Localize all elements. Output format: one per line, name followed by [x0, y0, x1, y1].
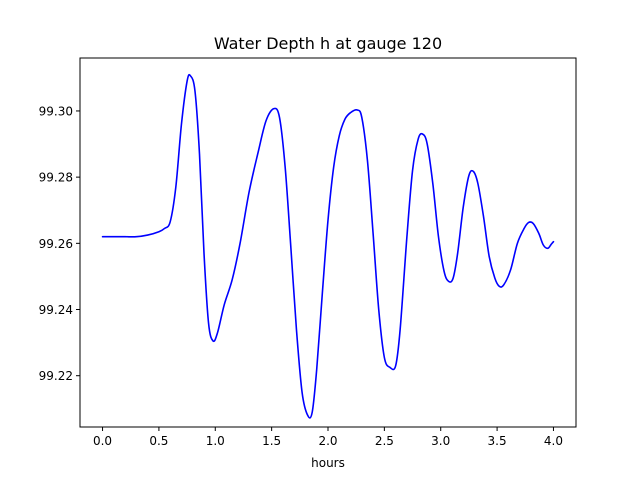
x-tick-label: 0.0 — [93, 434, 112, 448]
y-tick-label: 99.28 — [39, 171, 73, 185]
x-tick-label: 2.5 — [375, 434, 394, 448]
x-axis: 0.0 0.5 1.0 1.5 2.0 2.5 3.0 3.5 4.0 — [93, 427, 563, 448]
y-tick-label: 99.26 — [39, 237, 73, 251]
x-tick-label: 4.0 — [544, 434, 563, 448]
x-tick-label: 1.5 — [262, 434, 281, 448]
y-tick-label: 99.22 — [39, 369, 73, 383]
x-tick-label: 3.5 — [488, 434, 507, 448]
x-tick-label: 0.5 — [149, 434, 168, 448]
y-tick-label: 99.24 — [39, 303, 73, 317]
chart-title: Water Depth h at gauge 120 — [214, 34, 442, 53]
y-tick-label: 99.30 — [39, 104, 73, 118]
plot-area — [101, 73, 555, 419]
x-tick-label: 2.0 — [318, 434, 337, 448]
series-line-0 — [101, 73, 555, 419]
x-tick-label: 3.0 — [431, 434, 450, 448]
x-axis-label: hours — [311, 456, 345, 470]
x-tick-label: 1.0 — [206, 434, 225, 448]
y-axis: 99.22 99.24 99.26 99.28 99.30 — [39, 104, 80, 383]
